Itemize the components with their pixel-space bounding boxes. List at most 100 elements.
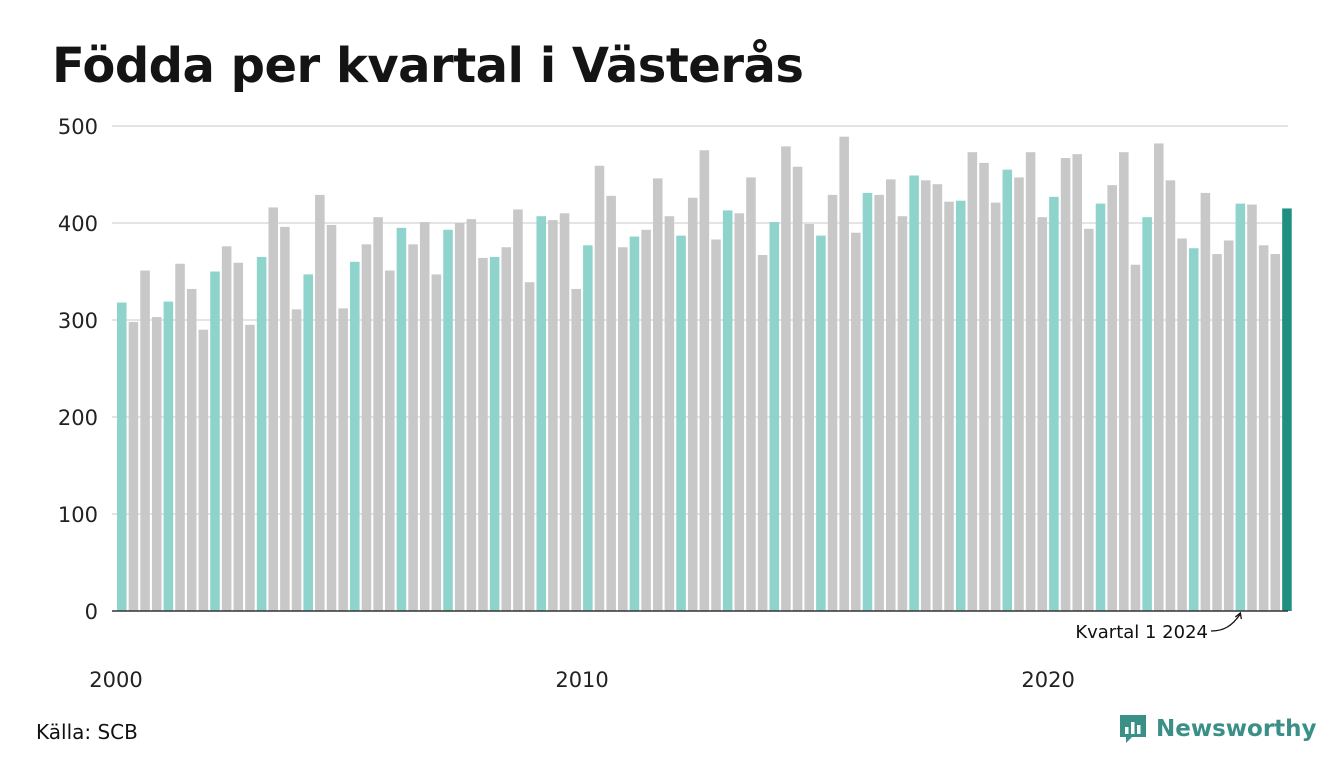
bar: [315, 194, 325, 611]
bar: [524, 282, 535, 611]
bars: [117, 136, 1292, 612]
bar: [1165, 180, 1176, 611]
bar: [699, 150, 710, 611]
bar: [909, 175, 919, 611]
bar: [1072, 154, 1082, 611]
bar: [501, 247, 512, 611]
bar: [792, 166, 803, 612]
annotation-arrow: [1210, 613, 1241, 632]
bar: [746, 177, 756, 611]
bar: [548, 220, 558, 611]
bar: [839, 136, 849, 612]
bar: [1258, 245, 1269, 611]
bar: [256, 256, 267, 611]
y-tick-label: 500: [58, 115, 98, 139]
bar: [1282, 208, 1292, 611]
bar: [722, 210, 733, 611]
bar: [361, 244, 372, 611]
bar: [443, 229, 453, 612]
bar: [1200, 192, 1211, 611]
bar: [140, 270, 150, 611]
y-tick-label: 200: [58, 406, 98, 430]
bar: [618, 247, 628, 611]
bar: [1049, 196, 1059, 611]
bar: [967, 152, 978, 611]
bar: [466, 219, 477, 611]
bar: [769, 222, 780, 611]
bar: [979, 162, 989, 612]
bar: [338, 308, 348, 611]
bar: [1270, 254, 1281, 612]
bar: [676, 235, 686, 612]
bar: [1037, 217, 1048, 611]
bar: [117, 302, 127, 611]
bar: [886, 179, 896, 611]
annotation-arrowhead: [1234, 611, 1242, 620]
bar: [606, 195, 616, 611]
bar: [175, 263, 185, 611]
bar: [303, 274, 313, 611]
bar: [804, 223, 815, 611]
bar: [384, 270, 395, 611]
bar: [478, 257, 488, 611]
x-tick-label: 2010: [555, 668, 608, 692]
brand-name: Newsworthy: [1156, 716, 1317, 742]
bar: [210, 271, 220, 611]
bar: [1212, 254, 1222, 612]
bar: [350, 261, 360, 611]
bar: [1095, 203, 1106, 611]
bar: [571, 288, 581, 611]
bar: [781, 146, 791, 611]
bar: [757, 255, 768, 611]
bar: [583, 245, 593, 611]
bar: [1247, 204, 1257, 611]
x-tick-label: 2020: [1021, 668, 1074, 692]
bar: [186, 288, 197, 611]
bar: [1060, 158, 1071, 611]
bar: [1235, 203, 1246, 611]
bar: [396, 227, 407, 611]
chart-title: Födda per kvartal i Västerås: [52, 38, 804, 94]
bar: [687, 197, 698, 611]
bar: [280, 226, 290, 611]
x-tick-label: 2000: [89, 668, 142, 692]
bar: [1014, 177, 1024, 611]
y-tick-label: 0: [85, 600, 98, 624]
bar: [594, 165, 605, 611]
bar: [1142, 217, 1152, 611]
bar: [816, 235, 826, 612]
bar: [419, 222, 430, 611]
bar: [163, 301, 174, 611]
bar: [408, 244, 418, 611]
bar: [955, 200, 966, 611]
bar: [1177, 238, 1187, 611]
bar: [641, 229, 651, 612]
bar: [1025, 152, 1036, 611]
y-tick-label: 300: [58, 309, 98, 333]
bar: [245, 324, 255, 611]
bar: [128, 321, 139, 611]
bar: [431, 274, 442, 611]
bar: [1002, 169, 1013, 611]
bar: [559, 213, 570, 612]
bar: [1154, 143, 1164, 611]
bar: [920, 180, 931, 611]
bar: [990, 202, 1001, 611]
bar: [932, 184, 943, 611]
bar: [1107, 185, 1117, 612]
bar: [373, 217, 383, 611]
bar: [874, 194, 884, 611]
y-axis-ticks: 0 100 200 300 400 500: [58, 115, 98, 624]
y-tick-label: 400: [58, 212, 98, 236]
bar: [489, 256, 500, 611]
newsworthy-logo-icon: [1120, 715, 1146, 743]
bar: [1119, 152, 1129, 611]
bar: [944, 201, 954, 611]
bar: [513, 209, 523, 612]
brand-logo: Newsworthy: [1118, 713, 1317, 745]
annotation-label: Kvartal 1 2024: [1075, 622, 1208, 643]
bar: [1130, 264, 1141, 611]
bar: [1223, 240, 1234, 611]
x-axis-ticks: 2000 2010 2020: [89, 668, 1075, 692]
